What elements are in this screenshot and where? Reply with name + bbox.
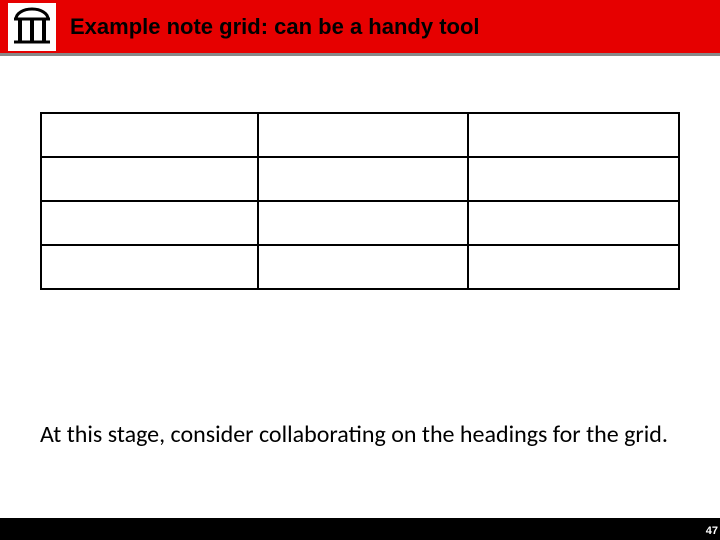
table-row xyxy=(41,245,679,289)
arch-logo-icon xyxy=(12,7,52,47)
content-area: At this stage, consider collaborating on… xyxy=(0,56,720,450)
table-cell xyxy=(41,245,258,289)
header-bar: Example note grid: can be a handy tool xyxy=(0,0,720,56)
table-row xyxy=(41,201,679,245)
slide-title: Example note grid: can be a handy tool xyxy=(70,14,480,40)
table-cell xyxy=(41,201,258,245)
note-text: At this stage, consider collaborating on… xyxy=(36,420,684,450)
table-cell xyxy=(468,113,679,157)
footer-bar xyxy=(0,518,720,540)
table-cell xyxy=(258,245,469,289)
logo-container xyxy=(8,3,56,51)
table-cell xyxy=(468,157,679,201)
table-row xyxy=(41,157,679,201)
page-number: 47 xyxy=(706,525,718,537)
table-cell xyxy=(41,113,258,157)
table-cell xyxy=(258,201,469,245)
table-cell xyxy=(258,113,469,157)
table-cell xyxy=(41,157,258,201)
table-cell xyxy=(468,201,679,245)
table-cell xyxy=(468,245,679,289)
table-row xyxy=(41,113,679,157)
note-grid-table xyxy=(40,112,680,290)
table-cell xyxy=(258,157,469,201)
